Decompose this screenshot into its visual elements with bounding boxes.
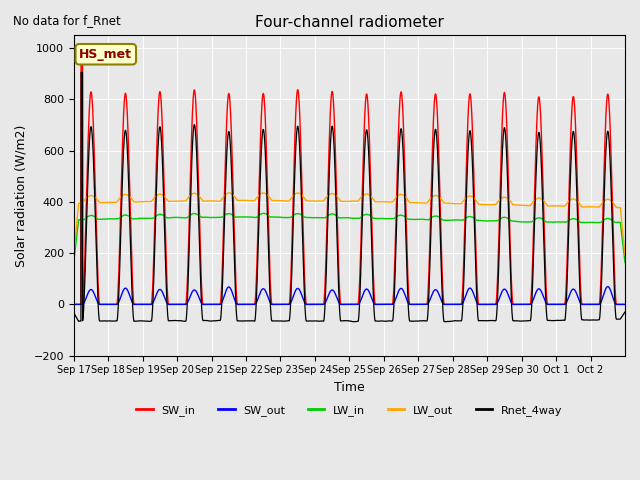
Legend: SW_in, SW_out, LW_in, LW_out, Rnet_4way: SW_in, SW_out, LW_in, LW_out, Rnet_4way xyxy=(132,401,567,420)
Text: HS_met: HS_met xyxy=(79,48,132,61)
Title: Four-channel radiometer: Four-channel radiometer xyxy=(255,15,444,30)
X-axis label: Time: Time xyxy=(334,381,365,394)
Y-axis label: Solar radiation (W/m2): Solar radiation (W/m2) xyxy=(15,124,28,267)
Text: No data for f_Rnet: No data for f_Rnet xyxy=(13,14,120,27)
